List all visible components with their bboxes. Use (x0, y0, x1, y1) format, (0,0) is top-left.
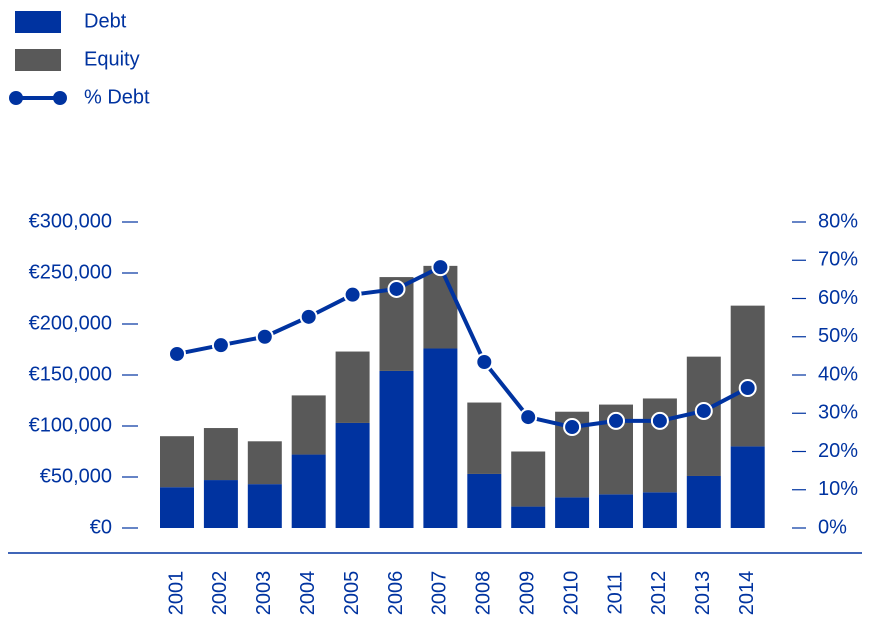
x-tick-label: 2005 (341, 571, 363, 616)
y-tick-label: €300,000 (29, 210, 112, 232)
line-point (694, 401, 713, 420)
line-point (519, 408, 538, 427)
y2-tick-label: 10% (818, 478, 858, 500)
x-tick-label: 2009 (516, 571, 538, 616)
bar (511, 451, 546, 507)
x-tick-label: 2003 (253, 571, 275, 616)
x-tick-label: 2007 (429, 571, 451, 616)
y2-tick-label: 60% (818, 287, 858, 309)
x-tick-label: 2011 (604, 571, 626, 614)
bar (642, 492, 677, 528)
bar (379, 370, 414, 528)
line-point (431, 258, 450, 277)
line-point (387, 279, 406, 298)
y-tick-label: €200,000 (29, 312, 112, 334)
line-point (650, 411, 669, 430)
x-tick-label: 2004 (297, 571, 319, 616)
bar (160, 487, 194, 528)
bar (686, 475, 721, 528)
bar (291, 454, 326, 528)
bar (203, 428, 238, 481)
line-point (607, 411, 625, 430)
bar (335, 422, 370, 528)
legend-swatch (15, 11, 61, 33)
line-point (475, 352, 494, 371)
bar (423, 348, 458, 528)
bar (247, 441, 282, 485)
line-point (211, 336, 230, 355)
legend-label: % Debt (84, 86, 150, 108)
x-tick-label: 2002 (209, 571, 231, 616)
y2-tick-label: 70% (818, 249, 858, 271)
bar (511, 506, 546, 528)
bar (160, 436, 194, 488)
bar (730, 446, 765, 528)
bar (203, 480, 238, 528)
legend-swatch (53, 91, 67, 105)
y-tick-label: €250,000 (29, 261, 112, 283)
bar (599, 494, 633, 528)
bar (247, 484, 282, 528)
legend-swatch (15, 49, 61, 71)
x-tick-label: 2013 (692, 571, 714, 616)
y2-tick-label: 20% (818, 440, 858, 462)
line-point (738, 379, 757, 398)
line-point (563, 418, 582, 437)
line-point (299, 307, 318, 326)
x-tick-label: 2014 (736, 571, 758, 616)
bar (467, 473, 502, 528)
x-tick-label: 2001 (165, 571, 187, 616)
legend-swatch (9, 91, 23, 105)
x-tick-label: 2010 (560, 571, 582, 616)
y2-tick-label: 40% (818, 363, 858, 385)
x-tick-label: 2008 (473, 571, 495, 616)
legend-label: Debt (84, 10, 127, 32)
bar (335, 351, 370, 423)
line-point (255, 327, 274, 346)
legend-label: Equity (84, 48, 140, 70)
x-tick-label: 2006 (385, 571, 407, 616)
bar (423, 265, 458, 349)
bar (730, 305, 765, 447)
bar (291, 395, 326, 455)
line-point (343, 285, 362, 304)
y-tick-label: €50,000 (40, 465, 112, 487)
y2-tick-label: 80% (818, 210, 858, 232)
line-point (168, 344, 186, 363)
y-tick-label: €150,000 (29, 363, 112, 385)
bar (555, 497, 590, 528)
y2-tick-label: 0% (818, 516, 847, 538)
y-tick-label: €0 (90, 516, 112, 538)
y2-tick-label: 50% (818, 325, 858, 347)
y2-tick-label: 30% (818, 402, 858, 424)
bar (467, 402, 502, 474)
y-tick-label: €100,000 (29, 414, 112, 436)
x-tick-label: 2012 (648, 571, 670, 616)
